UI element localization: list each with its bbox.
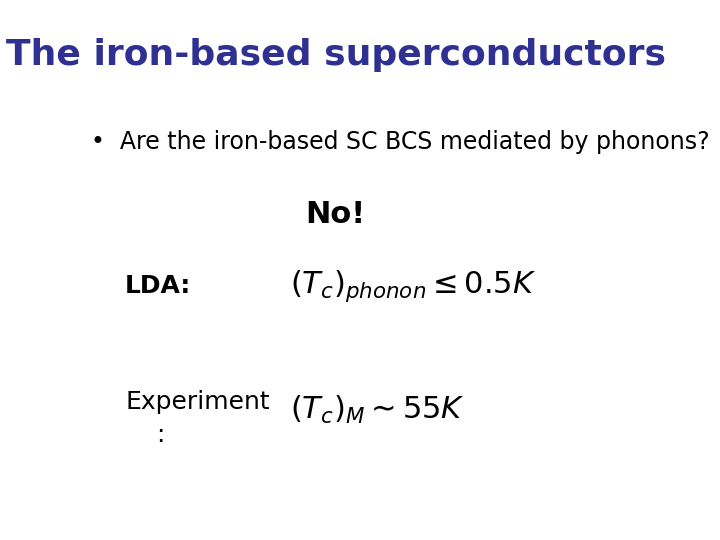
- Text: $\left(T_c\right)_{phonon} \leq 0.5K$: $\left(T_c\right)_{phonon} \leq 0.5K$: [290, 268, 536, 304]
- Text: The iron-based superconductors: The iron-based superconductors: [6, 38, 666, 72]
- Text: Experiment: Experiment: [125, 390, 269, 414]
- Text: No!: No!: [305, 200, 366, 229]
- Text: LDA:: LDA:: [125, 274, 192, 298]
- Text: :: :: [156, 423, 165, 447]
- Text: •  Are the iron-based SC BCS mediated by phonons?: • Are the iron-based SC BCS mediated by …: [91, 130, 709, 153]
- Text: $\left(T_c\right)_{M} \sim 55K$: $\left(T_c\right)_{M} \sim 55K$: [290, 394, 465, 427]
